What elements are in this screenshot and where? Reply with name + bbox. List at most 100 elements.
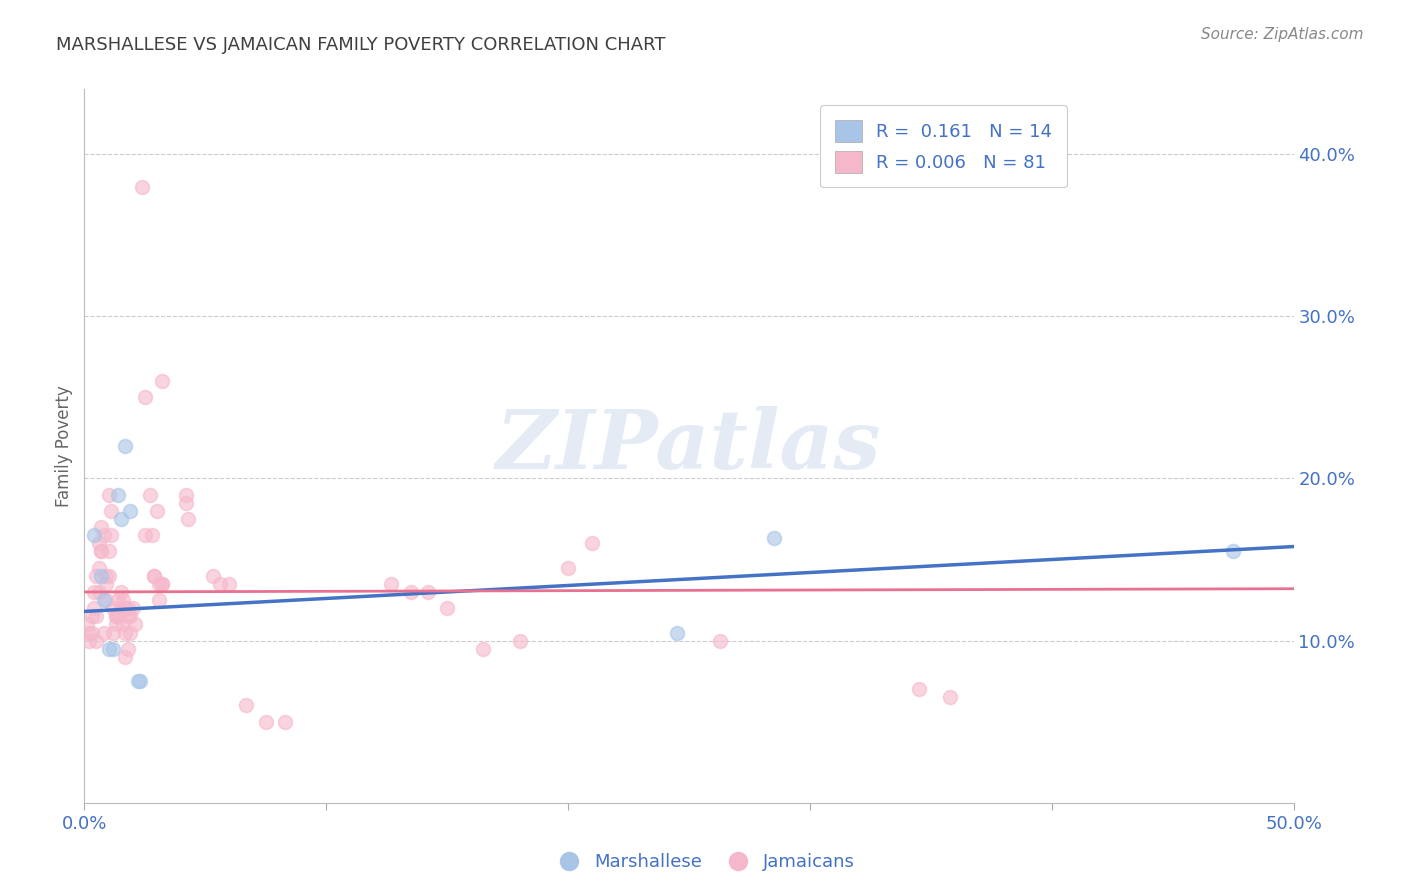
Point [107, 488, 129, 502]
Point [87, 585, 110, 599]
Point [665, 625, 688, 640]
Point [100, 528, 122, 542]
Point [93, 528, 115, 542]
Point [1222, 544, 1244, 558]
Point [177, 512, 200, 526]
Point [110, 512, 132, 526]
Point [143, 568, 166, 582]
Point [94, 577, 117, 591]
Point [127, 674, 149, 689]
Point [141, 528, 163, 542]
Point [131, 179, 153, 194]
Point [134, 390, 156, 404]
Point [143, 568, 166, 582]
Point [94, 568, 117, 582]
Legend: Marshallese, Jamaicans: Marshallese, Jamaicans [544, 847, 862, 879]
Point [94, 593, 117, 607]
Point [148, 577, 170, 591]
Point [907, 682, 929, 697]
Point [174, 488, 197, 502]
Point [114, 649, 136, 664]
Point [174, 496, 197, 510]
Point [87, 536, 110, 550]
Point [97, 568, 120, 582]
Point [90, 544, 112, 558]
Point [150, 374, 173, 388]
Point [86, 609, 108, 624]
Point [557, 560, 579, 574]
Point [97, 544, 120, 558]
Point [97, 488, 120, 502]
Point [129, 674, 152, 689]
Point [416, 585, 439, 599]
Point [146, 504, 169, 518]
Point [114, 625, 136, 640]
Point [97, 641, 120, 656]
Point [93, 625, 115, 640]
Point [218, 577, 240, 591]
Point [107, 593, 129, 607]
Point [117, 641, 139, 656]
Point [509, 633, 531, 648]
Point [117, 601, 139, 615]
Point [436, 601, 458, 615]
Point [581, 536, 603, 550]
Point [121, 601, 143, 615]
Point [83, 601, 105, 615]
Point [148, 593, 170, 607]
Point [104, 609, 127, 624]
Point [86, 568, 108, 582]
Point [120, 625, 142, 640]
Point [110, 601, 132, 615]
Point [90, 520, 112, 534]
Point [120, 609, 142, 624]
Point [93, 593, 115, 607]
Point [110, 585, 132, 599]
Point [134, 528, 156, 542]
Point [104, 609, 127, 624]
Point [254, 714, 277, 729]
Point [112, 617, 135, 632]
Point [138, 488, 160, 502]
Point [107, 609, 129, 624]
Point [208, 577, 231, 591]
Point [87, 560, 110, 574]
Point [762, 532, 785, 546]
Point [472, 641, 495, 656]
Point [114, 439, 136, 453]
Point [380, 577, 402, 591]
Point [76, 617, 98, 632]
Point [939, 690, 962, 705]
Point [80, 625, 103, 640]
Point [103, 601, 125, 615]
Text: Source: ZipAtlas.com: Source: ZipAtlas.com [1201, 27, 1364, 42]
Point [90, 544, 112, 558]
Point [114, 601, 136, 615]
Point [117, 609, 139, 624]
Point [124, 617, 146, 632]
Y-axis label: Family Poverty: Family Poverty [55, 385, 73, 507]
Point [77, 625, 100, 640]
Point [120, 504, 142, 518]
Point [83, 528, 105, 542]
Point [201, 568, 224, 582]
Point [86, 633, 108, 648]
Point [103, 641, 125, 656]
Text: MARSHALLESE VS JAMAICAN FAMILY POVERTY CORRELATION CHART: MARSHALLESE VS JAMAICAN FAMILY POVERTY C… [56, 36, 665, 54]
Point [103, 625, 125, 640]
Point [235, 698, 257, 713]
Point [83, 585, 105, 599]
Point [709, 633, 731, 648]
Legend: R =  0.161   N = 14, R = 0.006   N = 81: R = 0.161 N = 14, R = 0.006 N = 81 [821, 105, 1067, 187]
Point [110, 601, 132, 615]
Point [112, 593, 135, 607]
Text: ZIPatlas: ZIPatlas [496, 406, 882, 486]
Point [150, 577, 173, 591]
Point [399, 585, 422, 599]
Point [90, 568, 112, 582]
Point [104, 617, 127, 632]
Point [77, 633, 100, 648]
Point [100, 504, 122, 518]
Point [80, 609, 103, 624]
Point [274, 714, 297, 729]
